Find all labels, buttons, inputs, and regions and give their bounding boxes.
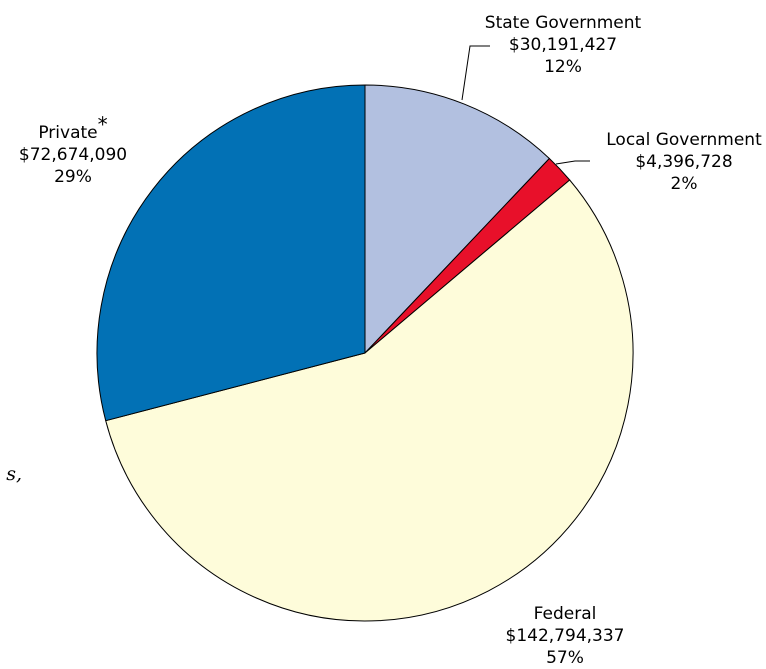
footnote-asterisk: * — [97, 112, 108, 137]
slice-name-state-government: State Government — [484, 13, 642, 33]
clipped-edge-text: s, — [6, 463, 22, 485]
slice-percent-private: 29% — [54, 167, 92, 187]
leader-line-state-government — [461, 45, 490, 101]
pie-slice-state-government — [364, 84, 550, 354]
slice-label-state-government: State Government $30,191,427 12% — [485, 12, 641, 78]
slice-value-local-government: $4,396,728 — [635, 152, 733, 172]
leader-lines — [461, 45, 590, 165]
slice-name-private-line: Private* — [19, 114, 127, 144]
pie-slices — [96, 84, 634, 622]
slice-name-private: Private — [38, 123, 98, 143]
slice-percent-local-government: 2% — [670, 174, 698, 194]
slice-value-private: $72,674,090 — [18, 145, 128, 165]
slice-name-federal: Federal — [533, 604, 597, 624]
slice-percent-state-government: 12% — [544, 57, 582, 77]
slice-label-local-government: Local Government $4,396,728 2% — [606, 129, 761, 195]
slice-value-federal: $142,794,337 — [505, 626, 625, 646]
pie-slice-federal — [105, 179, 634, 622]
slice-label-private: Private* $72,674,090 29% — [18, 114, 128, 188]
slice-percent-federal: 57% — [546, 648, 584, 668]
slice-label-federal: Federal $142,794,337 57% — [506, 603, 625, 669]
leader-line-local-government — [555, 160, 590, 165]
slice-value-state-government: $30,191,427 — [508, 35, 618, 55]
pie-slice-private — [96, 84, 366, 422]
slice-name-local-government: Local Government — [606, 130, 762, 150]
